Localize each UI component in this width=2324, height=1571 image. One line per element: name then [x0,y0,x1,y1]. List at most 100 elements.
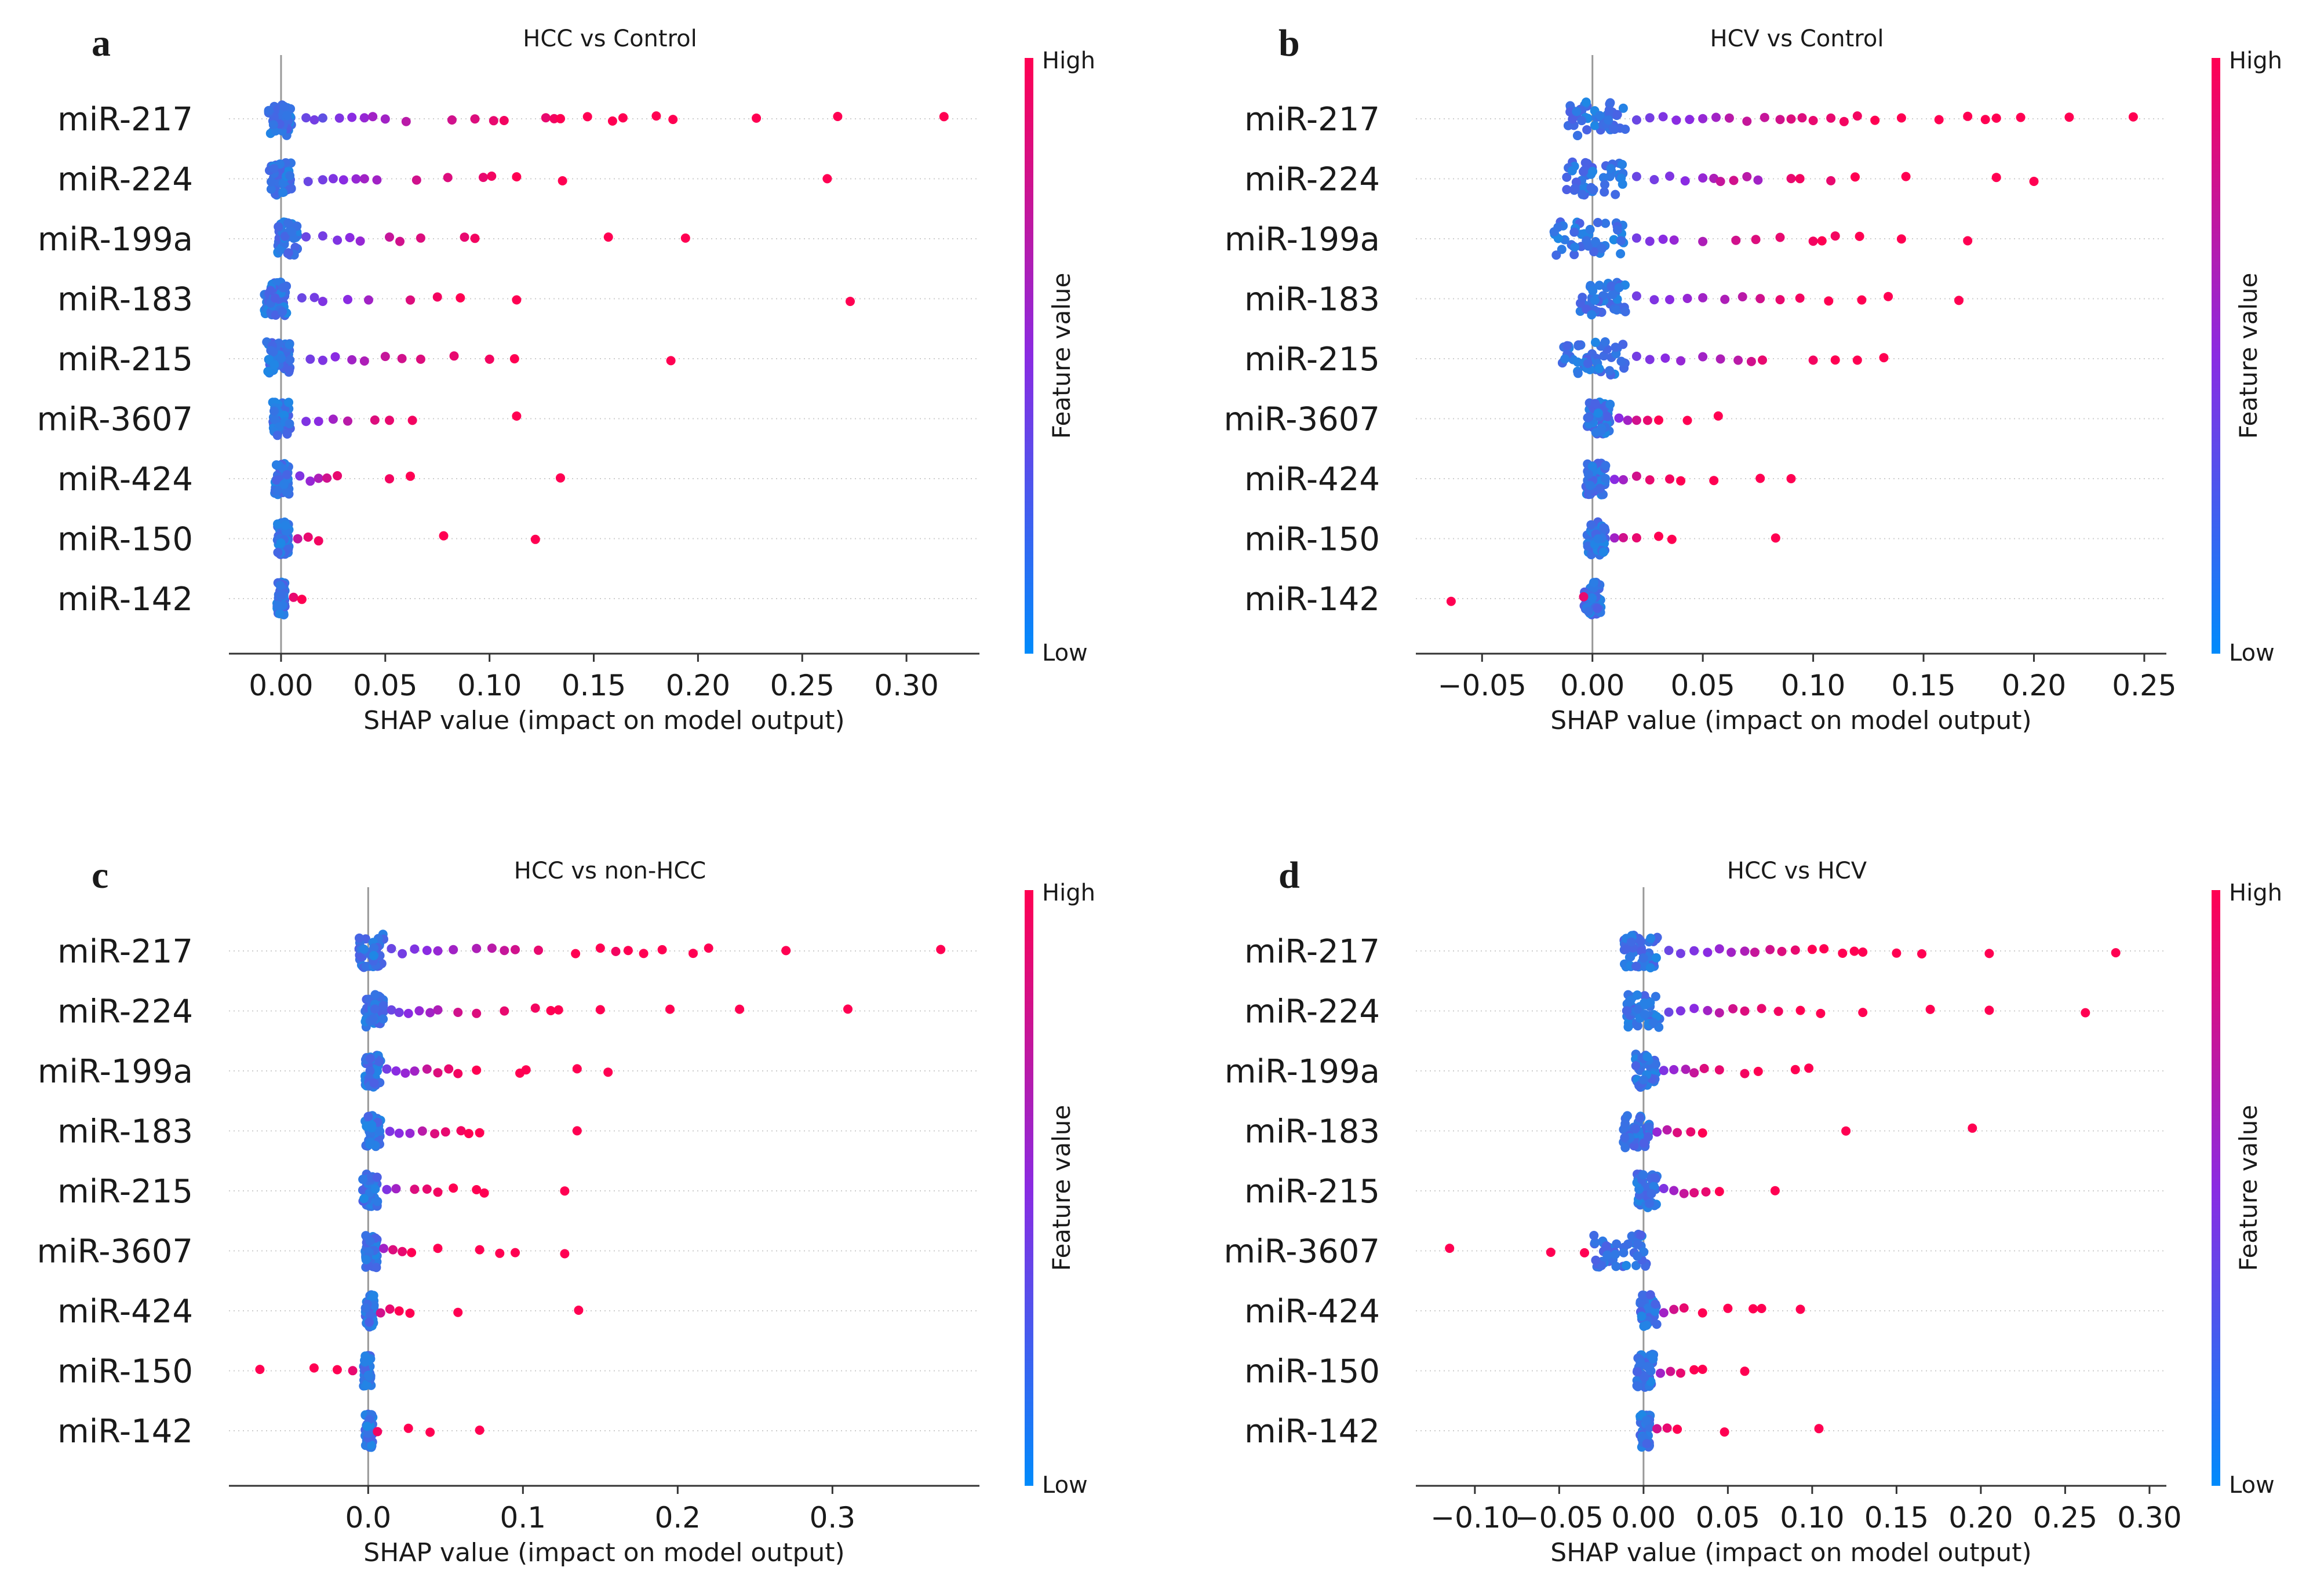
shap-dot [439,531,449,541]
shap-dot [405,1308,415,1318]
shap-dot [611,946,621,956]
shap-dot [276,353,286,363]
shap-dot [394,1008,404,1018]
shap-dot [1588,286,1598,296]
shap-dot [475,1426,485,1435]
shap-dot [500,946,509,956]
shap-dot [1775,232,1785,242]
shap-dot [272,475,281,485]
shap-dot [1852,111,1862,121]
shap-dot [1591,337,1600,347]
shap-dot [1786,474,1796,483]
shap-dot [447,115,457,125]
shap-dot [433,1187,443,1197]
shap-dot [572,1126,582,1136]
shap-dot [1594,364,1604,374]
shap-dot [255,1365,265,1375]
shap-dot [273,519,282,529]
colorbar [2212,58,2220,654]
shap-dot [1724,113,1734,123]
shap-dot [1896,113,1906,123]
shap-dot [1795,174,1805,184]
shap-dot [282,488,292,497]
shap-dot [1709,476,1719,486]
shap-dot [449,351,459,361]
shap-dot [1643,1303,1653,1313]
feature-label: miR-215 [57,341,193,378]
shap-dot [273,548,283,557]
shap-dot [2128,112,2138,122]
shap-dot [1841,1126,1851,1136]
shap-dot [282,470,292,480]
shap-dot [433,1068,443,1078]
shap-dot [1633,1251,1642,1261]
feature-label: miR-3607 [37,1233,193,1271]
shap-dot [374,1056,384,1066]
shap-dot [1590,121,1600,130]
shap-dot [472,1185,482,1194]
shap-dot [1587,593,1597,603]
shap-dot [1650,1173,1660,1183]
shap-dot [1765,945,1775,954]
feature-label: miR-150 [57,1353,193,1391]
shap-dot [1573,130,1583,140]
shap-dot [843,1004,853,1014]
panel-d: d HCC vs HCV miR-217 miR-224 miR-199a miR-183… [1224,854,2282,1568]
x-tick-label: 0.00 [249,669,313,702]
shap-dot [1685,115,1695,125]
shap-dot [1642,1321,1651,1330]
shap-dot [1808,355,1818,365]
shap-dot [403,1008,413,1018]
shap-dot [1703,947,1713,957]
shap-dot [1703,1005,1713,1015]
shap-dot [623,946,633,956]
shap-dot [1673,1128,1682,1138]
shap-dot [410,944,420,954]
shap-dot [268,347,278,357]
shap-dot [833,112,843,121]
shap-dot [534,945,543,955]
shap-dot [1686,1127,1696,1137]
shap-dot [1601,473,1610,483]
shap-dot [1901,172,1911,181]
colorbar-low-label: Low [1042,640,1088,666]
shap-dot [1614,283,1624,293]
shap-dot [582,112,592,122]
shap-dot [1549,227,1559,236]
shap-dot [1631,233,1641,243]
shap-dot [1795,1304,1805,1314]
shap-dot [375,1127,385,1136]
shap-dot [400,1068,410,1078]
x-tick-label: 0.25 [2112,669,2176,702]
shap-dot [276,538,286,548]
shap-dot [1614,413,1624,423]
shap-dot [1612,1239,1622,1249]
shap-dot [281,520,290,530]
shap-dot [269,406,279,416]
colorbar [1025,890,1033,1486]
shap-dot [363,1111,373,1121]
shap-dot [278,188,288,197]
feature-label: miR-183 [1244,1113,1380,1151]
shap-dot [1896,234,1906,244]
feature-label: miR-424 [57,1293,193,1331]
shap-dot [1698,1128,1707,1138]
shap-dot [1589,578,1598,588]
feature-label: miR-142 [57,1413,193,1450]
shap-dot [361,961,371,971]
shap-dot [1662,1423,1672,1433]
shap-dot [1870,115,1880,125]
shap-dot [1737,292,1747,302]
shap-dot [1771,533,1780,543]
feature-label: miR-199a [38,1053,193,1091]
shap-dot [1676,476,1686,486]
shap-dot [1633,1021,1642,1031]
feature-label: miR-217 [1244,933,1380,971]
shap-dot [1631,1061,1641,1071]
shap-dot [680,233,690,243]
shap-dot [403,1423,413,1433]
shap-dot [272,431,282,440]
shap-dot [278,307,287,316]
shap-dot [1594,280,1604,290]
shap-dot [1755,473,1765,483]
